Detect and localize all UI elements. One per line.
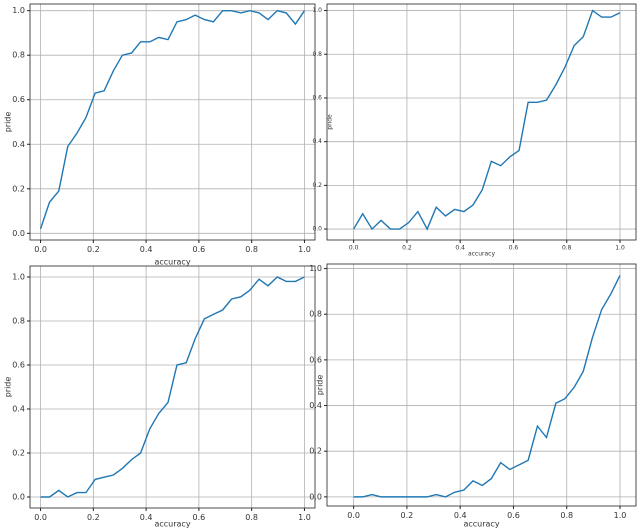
x-tick-label: 0.6	[507, 511, 520, 520]
y-tick-label: 0.4	[12, 405, 25, 414]
y-tick-label: 0.8	[312, 51, 322, 58]
x-axis-label: accuracy	[154, 520, 190, 529]
data-line	[40, 276, 305, 498]
y-tick-label: 1.0	[312, 7, 322, 14]
subplot: 0.0 0.2 0.4 0.6 0.8 1.0 0.0 0.2 0.4 0.6 0.8 1.0 accu…	[309, 263, 637, 529]
y-tick-label: 0.6	[12, 95, 25, 104]
axes-frame	[326, 263, 637, 507]
y-tick-label: 0.2	[12, 449, 25, 458]
x-tick-label: 0.8	[560, 511, 573, 520]
y-tick-label: 1.0	[12, 6, 25, 15]
x-tick-label: 0.0	[347, 511, 360, 520]
y-tick-label: 0.8	[12, 51, 25, 60]
x-tick-label: 0.8	[562, 245, 572, 252]
x-tick-label: 0.2	[87, 513, 100, 522]
y-tick-label: 0.0	[12, 493, 25, 502]
y-tick-label: 0.8	[12, 317, 25, 326]
y-tick-label: 1.0	[309, 264, 322, 273]
data-line	[39, 9, 306, 230]
y-tick-label: 0.0	[312, 226, 322, 233]
x-tick-label: 0.0	[34, 513, 47, 522]
subplot: 0.0 0.2 0.4 0.6 0.8 1.0 0.0 0.2 0.4 0.6 0.8 1.0 accu…	[4, 265, 316, 529]
x-tick-label: 0.2	[401, 511, 414, 520]
y-tick-label: 0.4	[12, 140, 25, 149]
y-axis-label: pride	[327, 114, 334, 130]
y-tick-label: 0.6	[312, 94, 322, 101]
y-tick-label: 0.8	[309, 310, 322, 319]
x-tick-label: 0.0	[34, 245, 47, 254]
x-tick-label: 0.6	[509, 245, 519, 252]
y-tick-label: 0.6	[12, 361, 25, 370]
x-tick-label: 1.0	[298, 245, 311, 254]
x-axis-label: accuracy	[154, 258, 190, 267]
x-tick-label: 0.8	[245, 513, 258, 522]
axes-frame	[29, 3, 316, 241]
y-tick-label: 0.0	[12, 229, 25, 238]
y-tick-label: 0.2	[12, 184, 25, 193]
x-tick-label: 1.0	[615, 245, 625, 252]
y-tick-label: 0.0	[309, 492, 322, 501]
x-tick-label: 0.4	[455, 245, 465, 252]
axes-frame	[326, 3, 637, 241]
y-tick-label: 0.4	[309, 401, 322, 410]
x-tick-label: 0.6	[193, 245, 206, 254]
y-tick-label: 0.6	[309, 355, 322, 364]
data-line	[353, 9, 621, 231]
x-tick-label: 0.2	[402, 245, 412, 252]
y-tick-label: 1.0	[12, 273, 25, 282]
x-tick-label: 0.4	[454, 511, 467, 520]
y-tick-label: 0.2	[312, 182, 322, 189]
x-tick-label: 0.6	[193, 513, 206, 522]
x-tick-label: 0.4	[140, 245, 153, 254]
x-tick-label: 1.0	[614, 511, 627, 520]
y-axis-label: pride	[4, 112, 13, 133]
y-tick-label: 0.2	[309, 447, 322, 456]
x-tick-label: 0.2	[87, 245, 100, 254]
x-axis-label: accuracy	[463, 520, 499, 529]
x-tick-label: 0.8	[245, 245, 258, 254]
subplot: 0.0 0.2 0.4 0.6 0.8 1.0 0.0 0.2 0.4 0.6 0.8 1.0 accu…	[4, 3, 316, 267]
axes-frame	[29, 265, 316, 509]
data-line	[353, 275, 621, 498]
x-tick-label: 0.4	[140, 513, 153, 522]
x-axis-label: accuracy	[468, 251, 496, 258]
y-tick-label: 0.4	[312, 138, 322, 145]
y-axis-label: pride	[316, 375, 325, 396]
subplot: 0.0 0.2 0.4 0.6 0.8 1.0 0.0 0.2 0.4 0.6 0.8 1.0 accu…	[312, 3, 637, 258]
x-tick-label: 0.0	[349, 245, 359, 252]
y-axis-label: pride	[4, 377, 13, 398]
x-tick-label: 1.0	[298, 513, 311, 522]
